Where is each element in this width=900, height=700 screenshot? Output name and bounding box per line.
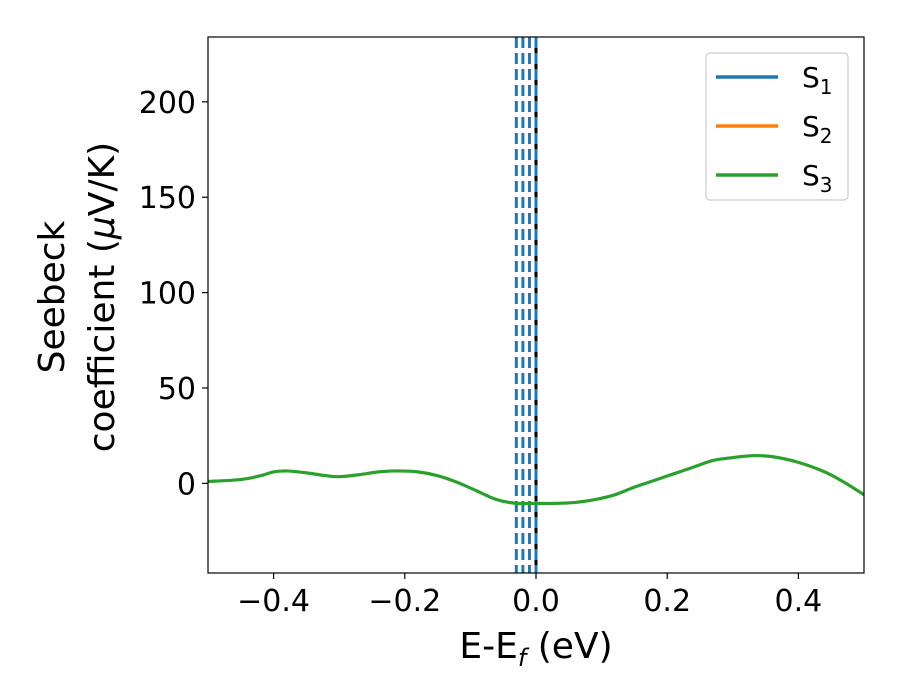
vertical-lines xyxy=(514,37,538,573)
legend-label: S2 xyxy=(802,110,833,148)
y-tick-label: 150 xyxy=(139,181,196,216)
y-axis-ticks: 0 50 100 150 200 xyxy=(139,86,208,502)
y-axis-label-line2: coefficient (μV/K) xyxy=(82,142,123,452)
y-axis-label: Seebeck coefficient (μV/K) xyxy=(32,142,123,452)
x-tick-label: −0.2 xyxy=(368,584,441,619)
y-tick-label: 200 xyxy=(139,86,196,121)
legend-entry-1: S1 xyxy=(716,61,833,99)
legend-label: S3 xyxy=(802,159,833,197)
y-tick-label: 100 xyxy=(139,277,196,312)
x-tick-label: 0.0 xyxy=(512,584,560,619)
y-axis-label-line1: Seebeck xyxy=(32,220,73,373)
x-axis-label: E-Ef (eV) xyxy=(459,626,612,672)
legend-entry-2: S2 xyxy=(716,110,833,148)
x-tick-label: −0.4 xyxy=(237,584,310,619)
legend-entry-3: S3 xyxy=(716,159,833,197)
legend: S1 S2 S3 xyxy=(705,52,849,201)
y-tick-label: 0 xyxy=(177,467,196,502)
x-tick-label: 0.4 xyxy=(775,584,823,619)
series-line-1 xyxy=(207,454,865,506)
legend-label: S1 xyxy=(802,61,833,99)
x-tick-label: 0.2 xyxy=(643,584,691,619)
y-tick-label: 50 xyxy=(158,372,196,407)
series-lines xyxy=(207,454,865,506)
x-axis-ticks: −0.4 −0.2 0.0 0.2 0.4 xyxy=(237,573,822,619)
